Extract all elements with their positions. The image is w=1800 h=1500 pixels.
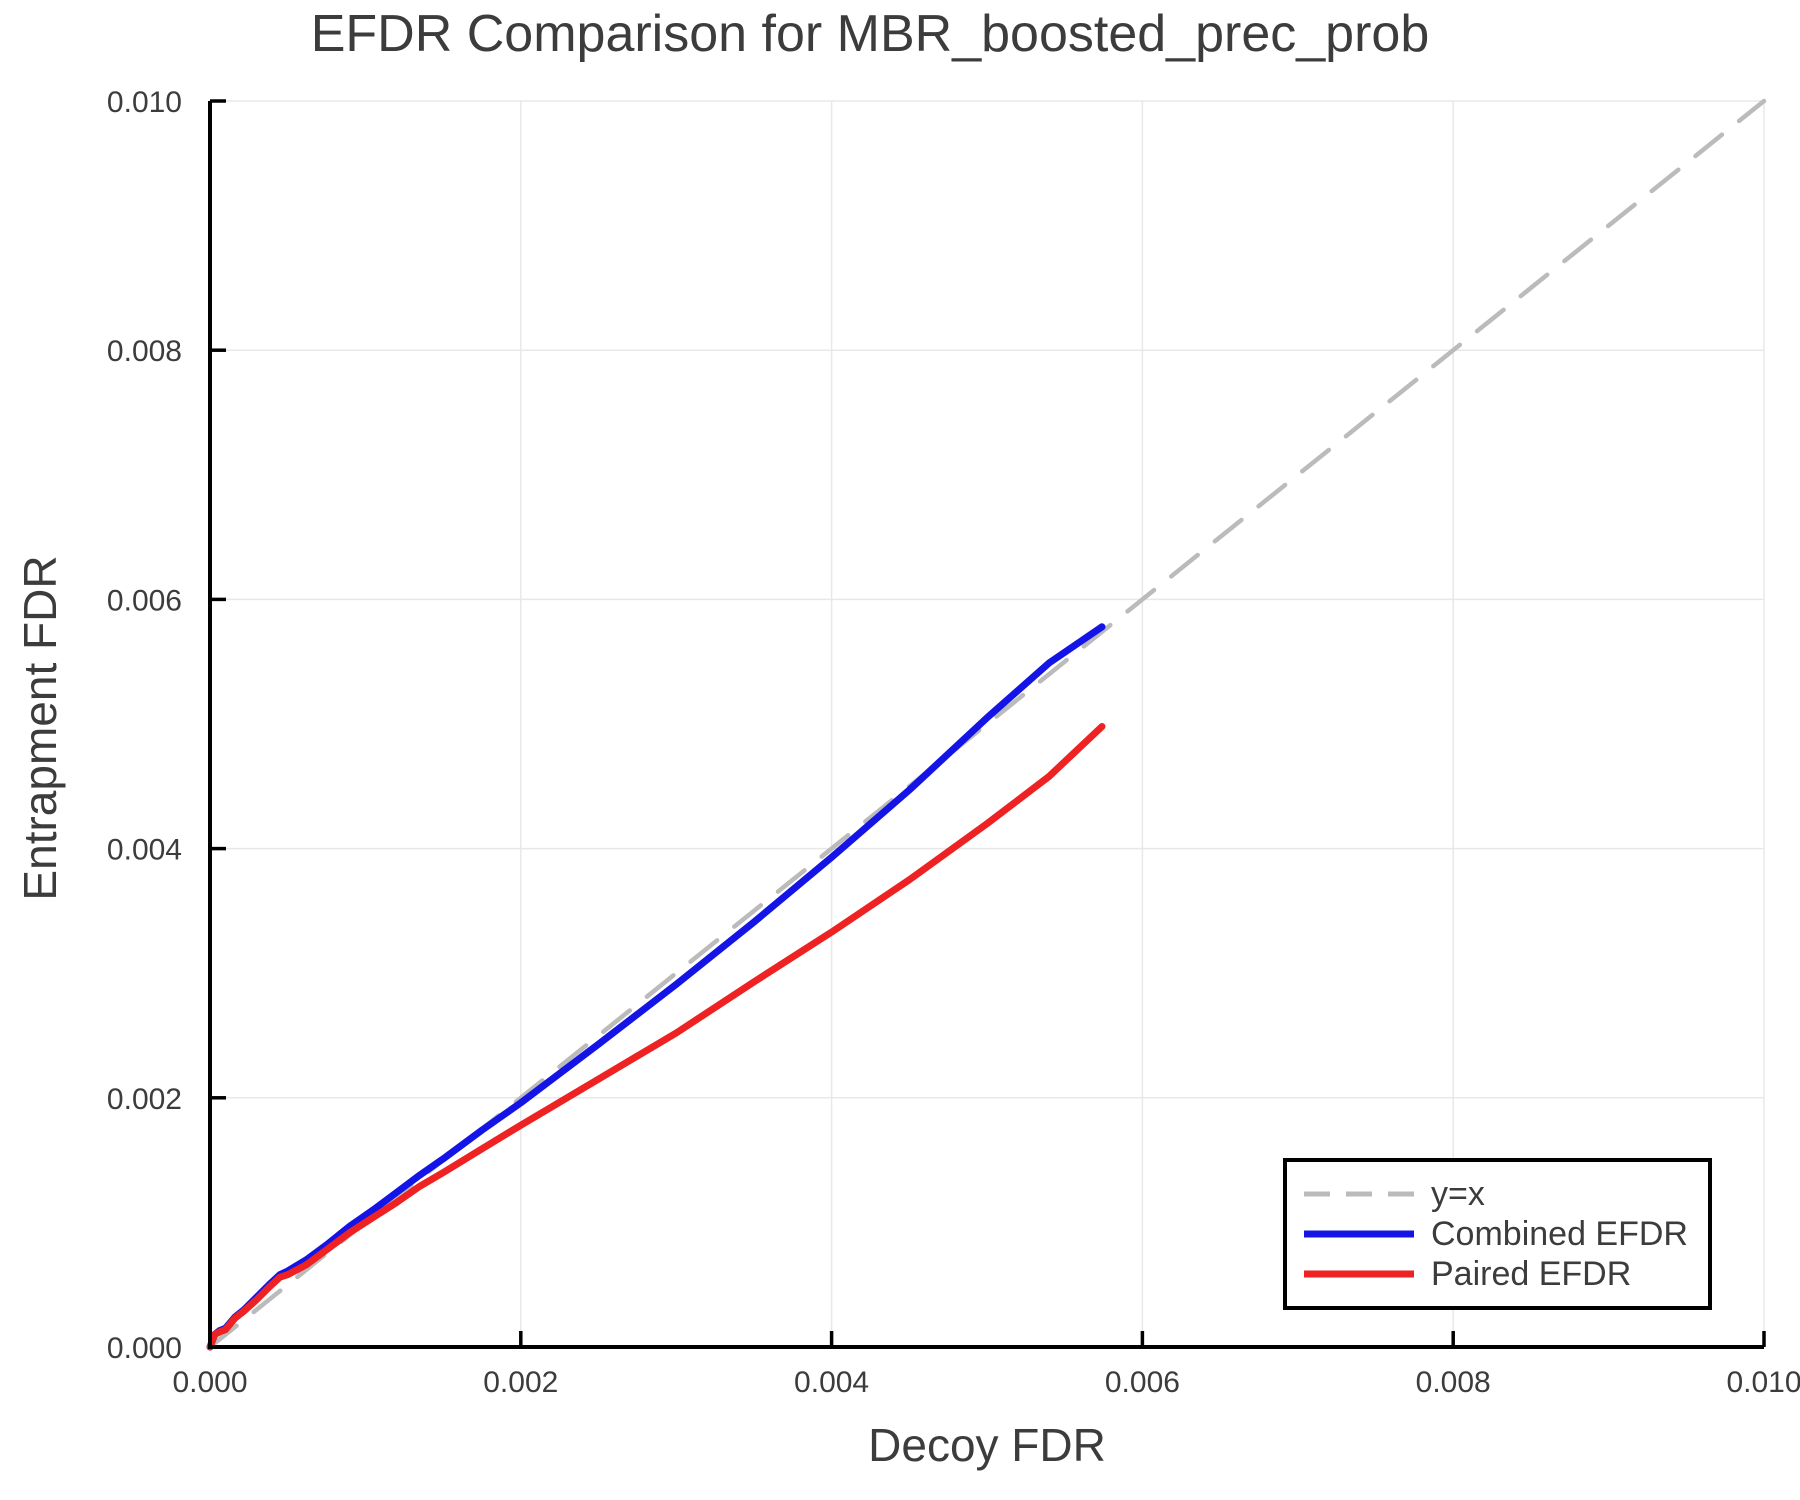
x-tick-label: 0.000 — [172, 1366, 247, 1399]
legend-label-combined-efdr: Combined EFDR — [1431, 1215, 1688, 1253]
y-tick-label: 0.006 — [107, 584, 182, 617]
legend-item-paired-efdr: Paired EFDR — [1301, 1255, 1708, 1293]
x-tick-label: 0.004 — [794, 1366, 869, 1399]
legend: y=x Combined EFDR Paired EFDR — [1283, 1158, 1712, 1310]
legend-item-yx: y=x — [1301, 1175, 1708, 1213]
legend-blue-line-swatch — [1304, 1230, 1414, 1238]
legend-label-yx: y=x — [1431, 1175, 1485, 1213]
legend-label-paired-efdr: Paired EFDR — [1431, 1255, 1632, 1293]
series-paired-efdr — [206, 723, 1106, 1351]
legend-item-combined-efdr: Combined EFDR — [1301, 1215, 1708, 1253]
y-tick-label: 0.002 — [107, 1083, 182, 1116]
x-tick-label: 0.008 — [1416, 1366, 1491, 1399]
legend-dashed-line-swatch — [1304, 1191, 1414, 1197]
series-y-x — [207, 98, 1767, 1350]
y-tick-label: 0.008 — [107, 335, 182, 368]
y-tick-label: 0.000 — [107, 1332, 182, 1365]
y-tick-label: 0.004 — [107, 834, 182, 867]
y-axis-label: Entrapment FDR — [14, 555, 66, 901]
y-tick-label: 0.010 — [107, 86, 182, 119]
legend-red-line-swatch — [1304, 1270, 1414, 1278]
x-axis-label: Decoy FDR — [868, 1419, 1106, 1471]
x-tick-label: 0.010 — [1726, 1366, 1800, 1399]
chart-title: EFDR Comparison for MBR_boosted_prec_pro… — [310, 5, 1430, 63]
x-tick-label: 0.006 — [1105, 1366, 1180, 1399]
x-tick-label: 0.002 — [483, 1366, 558, 1399]
